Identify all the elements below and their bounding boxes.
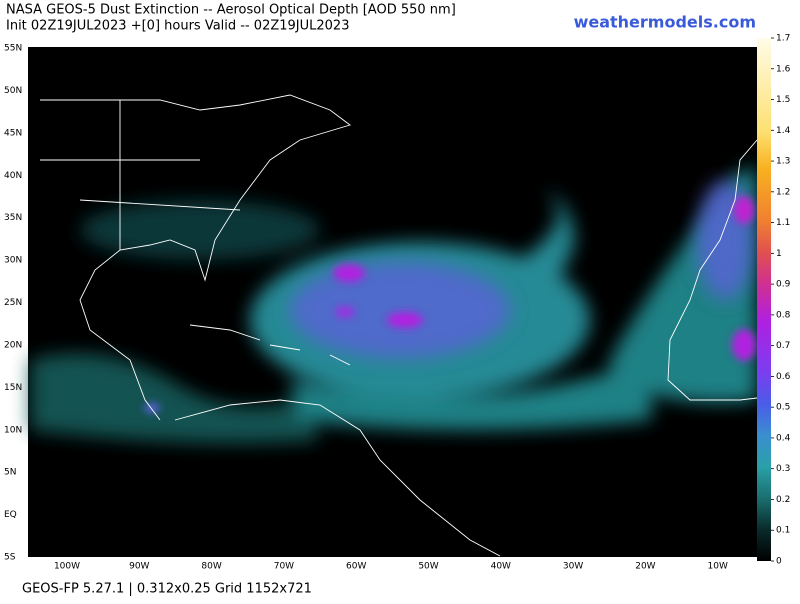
colorbar — [757, 38, 771, 561]
lon-label: 100W — [54, 562, 80, 572]
lat-labels: 55N 50N 45N 40N 35N 30N 25N 20N 15N 10N 5N EQ 5S — [4, 44, 22, 563]
footer: GEOS-FP 5.27.1 | 0.312x0.25 Grid 1152x72… — [22, 582, 312, 597]
colorbar-tick-label: 0.7 — [776, 341, 790, 351]
lat-label: 20N — [4, 340, 22, 350]
colorbar-ticks: 0 0.1 0.2 0.3 0.4 0.5 0.6 0.7 0.8 0.9 1 1.1 1.2 1.3 1.… — [771, 34, 791, 567]
subtitle: Init 02Z19JUL2023 +[0] hours Valid -- 02… — [6, 19, 349, 34]
colorbar-tick-label: 1.1 — [776, 218, 790, 228]
lat-label: 5N — [4, 468, 16, 478]
colorbar-tick-label: 1.5 — [776, 95, 790, 105]
lat-label: 30N — [4, 256, 22, 266]
colorbar-tick-label: 1.3 — [776, 157, 790, 167]
lon-label: 20W — [635, 562, 655, 572]
lat-label: EQ — [4, 510, 17, 520]
colorbar-tick-label: 0.1 — [776, 526, 790, 536]
colorbar-tick-label: 0 — [776, 557, 782, 567]
lat-label: 10N — [4, 425, 22, 435]
lon-label: 30W — [563, 562, 583, 572]
dust-field — [30, 170, 757, 444]
coastlines — [40, 94, 758, 557]
lat-label: 5S — [4, 553, 16, 563]
colorbar-tick-label: 0.2 — [776, 495, 790, 505]
lat-label: 50N — [4, 86, 22, 96]
colorbar-tick-label: 0.5 — [776, 403, 790, 413]
lon-label: 70W — [274, 562, 294, 572]
lat-label: 25N — [4, 298, 22, 308]
lon-labels: 100W 90W 80W 70W 60W 50W 40W 30W 20W 10W — [54, 562, 728, 572]
site-link: weathermodels.com — [574, 13, 756, 32]
lat-label: 55N — [4, 44, 22, 54]
colorbar-tick-label: 0.6 — [776, 372, 791, 382]
title: NASA GEOS-5 Dust Extinction -- Aerosol O… — [6, 3, 456, 18]
lon-label: 90W — [129, 562, 149, 572]
colorbar-tick-label: 1.2 — [776, 187, 790, 197]
colorbar-tick-label: 0.8 — [776, 310, 791, 320]
lon-label: 40W — [491, 562, 511, 572]
colorbar-tick-label: 0.9 — [776, 280, 791, 290]
lon-label: 60W — [346, 562, 366, 572]
lat-label: 35N — [4, 213, 22, 223]
colorbar-tick-label: 1.6 — [776, 64, 791, 74]
lat-label: 45N — [4, 128, 22, 138]
lat-label: 15N — [4, 383, 22, 393]
colorbar-tick-label: 1.7 — [776, 34, 790, 44]
colorbar-tick-label: 1 — [776, 249, 782, 259]
colorbar-tick-label: 0.3 — [776, 464, 790, 474]
lon-label: 50W — [418, 562, 438, 572]
colorbar-tick-label: 0.4 — [776, 433, 791, 443]
lon-label: 80W — [201, 562, 221, 572]
lat-label: 40N — [4, 171, 22, 181]
lon-label: 10W — [708, 562, 728, 572]
colorbar-tick-label: 1.4 — [776, 126, 791, 136]
